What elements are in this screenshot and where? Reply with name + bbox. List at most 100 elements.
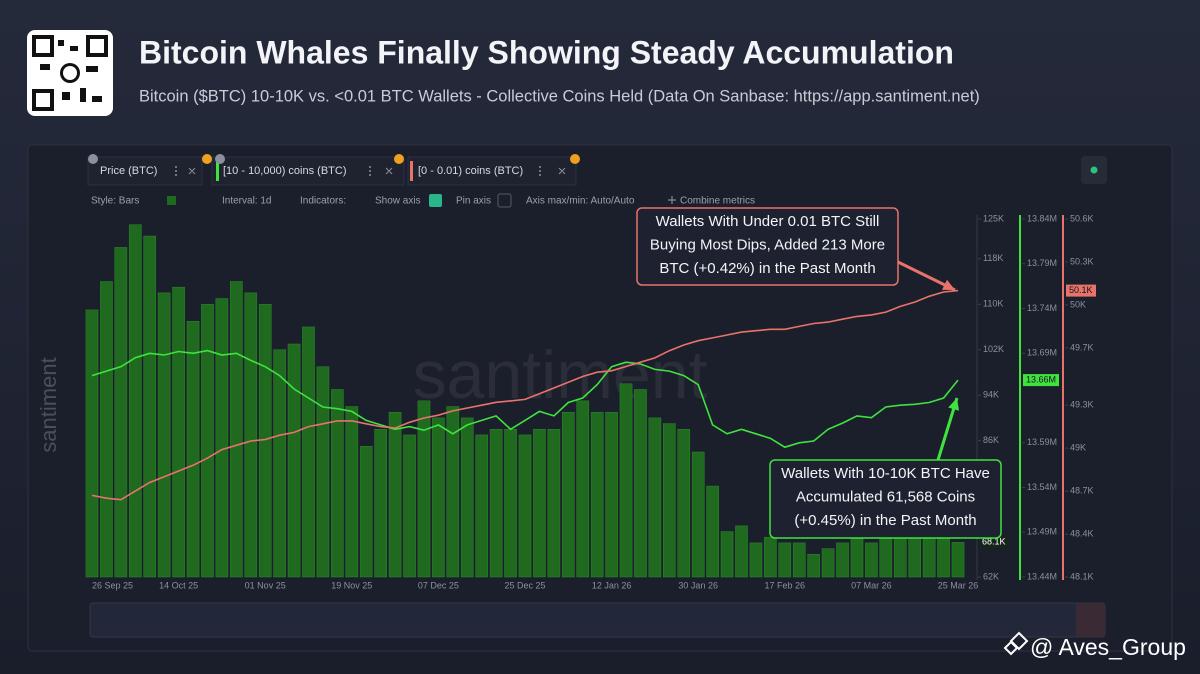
bar bbox=[244, 292, 258, 578]
bar bbox=[186, 321, 200, 578]
bar bbox=[316, 366, 330, 578]
y-tick-label: 48.4K bbox=[1070, 528, 1094, 538]
bar bbox=[619, 383, 633, 578]
y-tick-label: 13.79M bbox=[1027, 258, 1057, 268]
x-tick-label: 01 Nov 25 bbox=[245, 580, 286, 590]
bar bbox=[85, 309, 99, 578]
watermark: santiment bbox=[413, 337, 708, 413]
bar bbox=[417, 400, 431, 578]
annotation-text: BTC (+0.42%) in the Past Month bbox=[659, 260, 875, 277]
annotation-text: (+0.45%) in the Past Month bbox=[794, 512, 976, 529]
bar bbox=[792, 542, 806, 578]
metric-chip[interactable] bbox=[407, 156, 577, 186]
arrow-head bbox=[942, 279, 955, 290]
bar bbox=[634, 389, 647, 578]
credit-logo bbox=[1003, 631, 1029, 656]
bar bbox=[677, 429, 691, 578]
btc-icon bbox=[570, 154, 580, 164]
bar bbox=[865, 542, 878, 578]
toolbar-option[interactable]: Combine metrics bbox=[680, 196, 755, 207]
plus-icon bbox=[668, 196, 676, 204]
menu-dots[interactable] bbox=[175, 166, 541, 176]
value-badge bbox=[1023, 374, 1059, 387]
x-tick-label: 12 Jan 26 bbox=[592, 580, 632, 590]
bar bbox=[128, 224, 142, 578]
bar bbox=[648, 417, 662, 578]
metric-chip[interactable] bbox=[211, 156, 405, 186]
close-icons[interactable] bbox=[188, 167, 566, 175]
bar bbox=[345, 406, 359, 578]
checkbox[interactable] bbox=[497, 193, 512, 208]
toolbar-option[interactable]: Axis max/min: Auto/Auto bbox=[526, 196, 635, 207]
x-tick-label: 17 Feb 26 bbox=[765, 580, 806, 590]
toolbar-option[interactable]: Show axis bbox=[375, 196, 421, 207]
y-tick-label: 86K bbox=[983, 435, 999, 445]
bar bbox=[475, 434, 489, 578]
btc-icon bbox=[394, 154, 404, 164]
annotation-text: Wallets With 10-10K BTC Have bbox=[781, 465, 990, 482]
y-tick-label: 13.84M bbox=[1027, 213, 1057, 223]
bar bbox=[302, 326, 315, 578]
y-tick-label: 48.1K bbox=[1070, 571, 1094, 581]
metric-color bbox=[410, 161, 413, 181]
bar bbox=[432, 417, 445, 578]
navigator-window[interactable] bbox=[1076, 603, 1105, 637]
x-tick-label: 14 Oct 25 bbox=[159, 580, 198, 590]
bar bbox=[764, 536, 777, 578]
line bbox=[91, 289, 959, 501]
credit: @ Aves_Group bbox=[1030, 634, 1186, 660]
bar bbox=[460, 417, 474, 578]
x-tick-label: 25 Dec 25 bbox=[504, 580, 545, 590]
bar bbox=[388, 411, 402, 578]
bar bbox=[403, 434, 416, 578]
bar bbox=[807, 554, 820, 578]
toolbar-option[interactable]: Style: Bars bbox=[91, 196, 139, 207]
checkbox-checked[interactable] bbox=[429, 194, 442, 207]
bar bbox=[489, 429, 503, 578]
bar bbox=[446, 406, 460, 578]
y-tick-label: 118K bbox=[983, 253, 1003, 263]
value-label: 50.1K bbox=[1069, 285, 1093, 295]
bar bbox=[836, 542, 849, 578]
y-tick-label: 125K bbox=[983, 213, 1004, 223]
y-tick-label: 94K bbox=[983, 390, 999, 400]
bar bbox=[663, 423, 676, 578]
metric-chip[interactable] bbox=[87, 156, 203, 186]
qr-code bbox=[27, 30, 113, 116]
toolbar-option[interactable]: Interval: 1d bbox=[222, 196, 271, 207]
x-tick-label: 30 Jan 26 bbox=[678, 580, 718, 590]
y-tick-label: 49.7K bbox=[1070, 342, 1094, 352]
bar bbox=[547, 429, 561, 578]
bar bbox=[576, 400, 590, 578]
value-badge bbox=[1066, 284, 1096, 297]
x-tick-label: 26 Sep 25 bbox=[92, 580, 133, 590]
x-tick-label: 07 Mar 26 bbox=[851, 580, 892, 590]
bar bbox=[749, 542, 763, 578]
bar bbox=[533, 429, 546, 578]
bar bbox=[100, 281, 113, 578]
metric-name: [10 - 10,000) coins (BTC) bbox=[223, 165, 347, 177]
bar bbox=[720, 531, 734, 578]
line bbox=[91, 349, 959, 449]
color-swatch[interactable] bbox=[167, 196, 176, 205]
bar bbox=[518, 434, 532, 578]
plot bbox=[85, 224, 965, 578]
bar bbox=[287, 343, 301, 578]
bar bbox=[735, 525, 748, 578]
bar bbox=[201, 303, 214, 578]
y-tick-label: 49K bbox=[1070, 442, 1086, 452]
btc-icon bbox=[202, 154, 212, 164]
metric-name: Price (BTC) bbox=[100, 165, 157, 177]
y-tick-label: 50.6K bbox=[1070, 213, 1094, 223]
bar bbox=[215, 298, 229, 578]
subtitle: Bitcoin ($BTC) 10-10K vs. <0.01 BTC Wall… bbox=[139, 87, 980, 105]
bar bbox=[374, 429, 387, 578]
metric-name: [0 - 0.01) coins (BTC) bbox=[418, 165, 523, 177]
navigator[interactable] bbox=[89, 602, 1106, 638]
bar bbox=[504, 429, 517, 578]
bar bbox=[230, 281, 243, 578]
toolbar-option[interactable]: Indicators: bbox=[300, 196, 346, 207]
y-tick-label: 102K bbox=[983, 344, 1004, 354]
toolbar-option[interactable]: Pin axis bbox=[456, 196, 491, 207]
